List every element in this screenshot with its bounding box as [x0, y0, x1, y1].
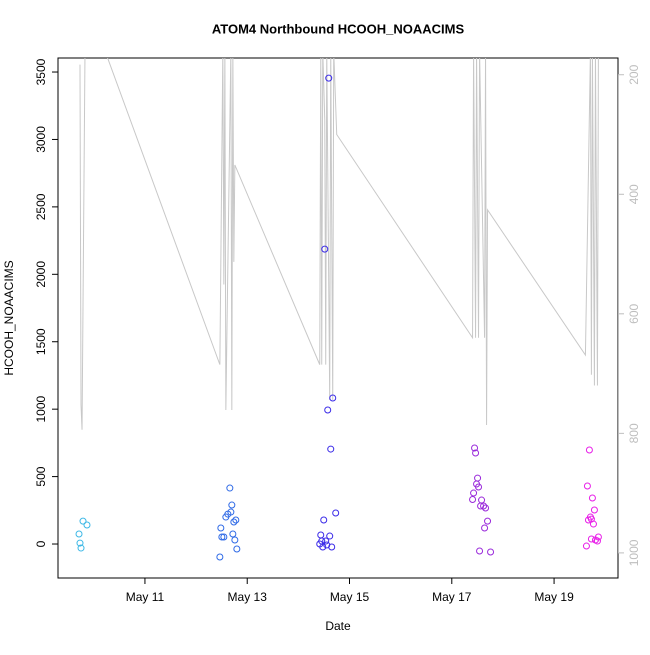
point — [218, 533, 226, 541]
x-tick-label: May 17 — [432, 590, 472, 604]
point — [76, 539, 84, 547]
point — [587, 535, 595, 543]
point — [231, 536, 239, 544]
y-tick-label: 500 — [34, 466, 48, 486]
point — [320, 516, 328, 524]
point — [588, 494, 596, 502]
point — [481, 524, 489, 532]
point — [593, 537, 601, 545]
point — [326, 532, 334, 540]
point — [471, 444, 479, 452]
point — [79, 517, 87, 525]
x-tick-label: May 13 — [228, 590, 268, 604]
point — [220, 533, 228, 541]
point — [332, 509, 340, 517]
point — [482, 504, 490, 512]
y-tick-label: 0 — [34, 540, 48, 547]
point — [476, 547, 484, 555]
y2-tick-label: 800 — [627, 423, 641, 443]
point — [83, 521, 91, 529]
point — [232, 516, 240, 524]
point — [325, 74, 333, 82]
point — [583, 482, 591, 490]
point — [475, 483, 483, 491]
point — [233, 545, 241, 553]
point — [328, 543, 336, 551]
point — [227, 508, 235, 516]
point — [582, 542, 590, 550]
y2-tick-label: 1000 — [627, 539, 641, 566]
point — [229, 530, 237, 538]
point — [589, 520, 597, 528]
y-tick-label: 3000 — [34, 126, 48, 153]
point — [75, 530, 83, 538]
point — [487, 548, 495, 556]
point — [590, 506, 598, 514]
point — [230, 518, 238, 526]
point — [228, 501, 236, 509]
point — [480, 502, 488, 510]
point — [585, 446, 593, 454]
chart-title: ATOM4 Northbound HCOOH_NOAACIMS — [212, 21, 465, 36]
point — [217, 524, 225, 532]
point — [327, 445, 335, 453]
y-tick-label: 2500 — [34, 193, 48, 220]
y-tick-label: 1500 — [34, 328, 48, 355]
line-series — [79, 58, 599, 430]
point — [226, 484, 234, 492]
y2-tick-label: 600 — [627, 303, 641, 323]
point — [478, 496, 486, 504]
y-axis-label: HCOOH_NOAACIMS — [2, 260, 16, 375]
point — [319, 543, 327, 551]
point — [77, 544, 85, 552]
point — [329, 394, 337, 402]
x-axis-label: Date — [325, 619, 351, 633]
y2-tick-label: 200 — [627, 64, 641, 84]
point — [216, 553, 224, 561]
point — [474, 474, 482, 482]
point — [469, 496, 477, 504]
point — [321, 245, 329, 253]
point — [322, 537, 330, 545]
y-tick-label: 3500 — [34, 58, 48, 85]
point — [470, 489, 478, 497]
x-tick-label: May 15 — [330, 590, 370, 604]
y2-tick-label: 400 — [627, 184, 641, 204]
x-tick-label: May 11 — [126, 590, 165, 604]
point — [472, 449, 480, 457]
y-tick-label: 2000 — [34, 261, 48, 288]
point — [484, 517, 492, 525]
plot-area — [75, 58, 602, 561]
point — [324, 406, 332, 414]
x-tick-label: May 19 — [534, 590, 574, 604]
point — [594, 533, 602, 541]
y-tick-label: 1000 — [34, 395, 48, 422]
